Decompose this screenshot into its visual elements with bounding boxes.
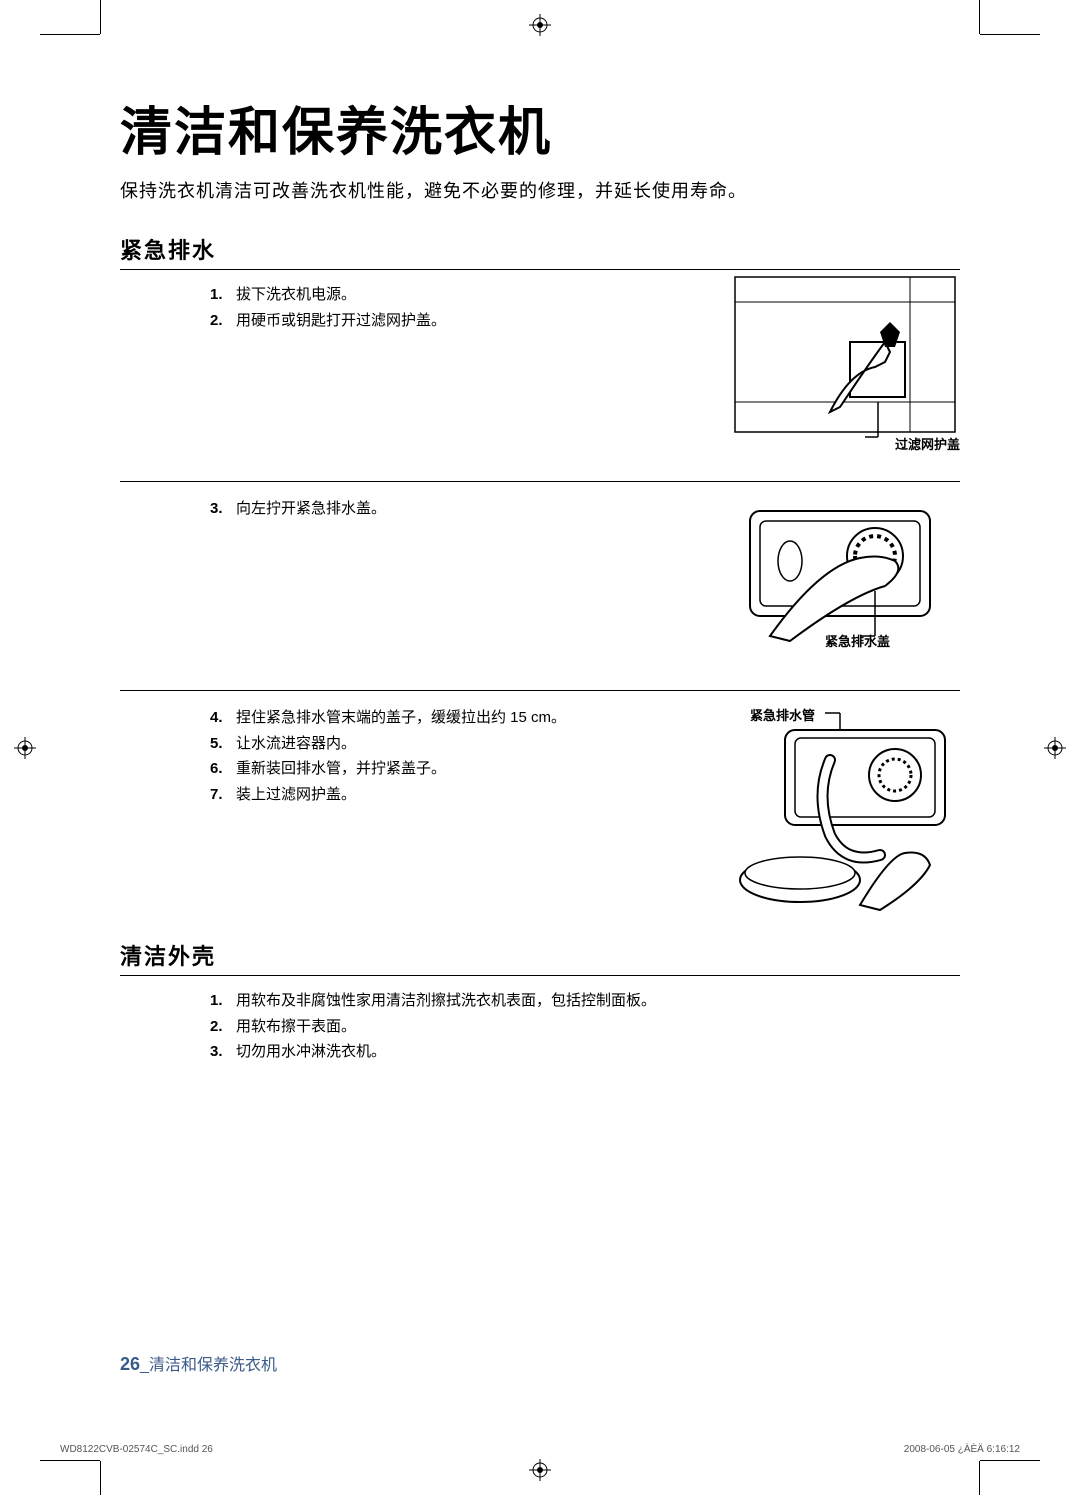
crop-mark — [980, 1460, 1040, 1461]
filter-cover-icon — [730, 272, 960, 452]
crop-mark — [979, 0, 980, 34]
step-text: 切勿用水冲淋洗衣机。 — [236, 1039, 960, 1065]
step-number: 2. — [210, 308, 236, 334]
step-number: 4. — [210, 705, 236, 731]
step-item: 1.用软布及非腐蚀性家用清洁剂擦拭洗衣机表面，包括控制面板。 — [210, 988, 960, 1014]
step-number: 5. — [210, 731, 236, 757]
step-text: 用软布及非腐蚀性家用清洁剂擦拭洗衣机表面，包括控制面板。 — [236, 988, 960, 1014]
registration-mark-icon — [529, 1459, 551, 1481]
step-number: 1. — [210, 282, 236, 308]
step-number: 6. — [210, 756, 236, 782]
page-content: 清洁和保养洗衣机 保持洗衣机清洁可改善洗衣机性能，避免不必要的修理，并延长使用寿… — [120, 90, 960, 1375]
crop-mark — [100, 1461, 101, 1495]
crop-mark — [979, 1461, 980, 1495]
registration-mark-icon — [14, 737, 36, 759]
step-text: 用软布擦干表面。 — [236, 1014, 960, 1040]
step-number: 3. — [210, 496, 236, 522]
footer-separator: _ — [140, 1357, 149, 1374]
meta-filename: WD8122CVB-02574C_SC.indd 26 — [60, 1444, 213, 1455]
instruction-block-3: 4.捏住紧急排水管末端的盖子，缓缓拉出约 15 cm。 5.让水流进容器内。 6… — [120, 705, 960, 925]
illustration-label: 过滤网护盖 — [895, 434, 960, 453]
crop-mark — [40, 34, 100, 35]
page-number: 26 — [120, 1354, 140, 1374]
step-number: 1. — [210, 988, 236, 1014]
section-heading-emergency-drain: 紧急排水 — [120, 233, 960, 270]
drain-hose-icon — [730, 705, 960, 925]
illustration-label: 紧急排水管 — [750, 705, 815, 724]
illustration-drain-hose: 紧急排水管 — [730, 705, 960, 930]
step-number: 2. — [210, 1014, 236, 1040]
print-meta-footer: WD8122CVB-02574C_SC.indd 26 2008-06-05 ¿… — [60, 1444, 1020, 1455]
steps-list: 1.用软布及非腐蚀性家用清洁剂擦拭洗衣机表面，包括控制面板。 2.用软布擦干表面… — [120, 988, 960, 1065]
page-footer: 26_清洁和保养洗衣机 — [120, 1351, 960, 1375]
step-number: 3. — [210, 1039, 236, 1065]
crop-mark — [100, 0, 101, 34]
page-subtitle: 保持洗衣机清洁可改善洗衣机性能，避免不必要的修理，并延长使用寿命。 — [120, 177, 960, 203]
footer-text: 清洁和保养洗衣机 — [149, 1357, 277, 1374]
crop-mark — [980, 34, 1040, 35]
registration-mark-icon — [529, 14, 551, 36]
illustration-filter-cover: 过滤网护盖 — [730, 272, 960, 457]
step-item: 2.用软布擦干表面。 — [210, 1014, 960, 1040]
illustration-label: 紧急排水盖 — [825, 631, 890, 650]
instruction-block-1: 1.拔下洗衣机电源。 2.用硬币或钥匙打开过滤网护盖。 过滤网护盖 — [120, 282, 960, 482]
step-item: 3.切勿用水冲淋洗衣机。 — [210, 1039, 960, 1065]
registration-mark-icon — [1044, 737, 1066, 759]
section-heading-clean-exterior: 清洁外壳 — [120, 939, 960, 976]
instruction-block-2: 3.向左拧开紧急排水盖。 紧急排水盖 — [120, 496, 960, 691]
page-title: 清洁和保养洗衣机 — [120, 90, 960, 165]
step-number: 7. — [210, 782, 236, 808]
crop-mark — [40, 1460, 100, 1461]
illustration-drain-cap: 紧急排水盖 — [730, 496, 960, 661]
meta-date: 2008-06-05 ¿ÀÈÄ 6:16:12 — [904, 1444, 1020, 1455]
